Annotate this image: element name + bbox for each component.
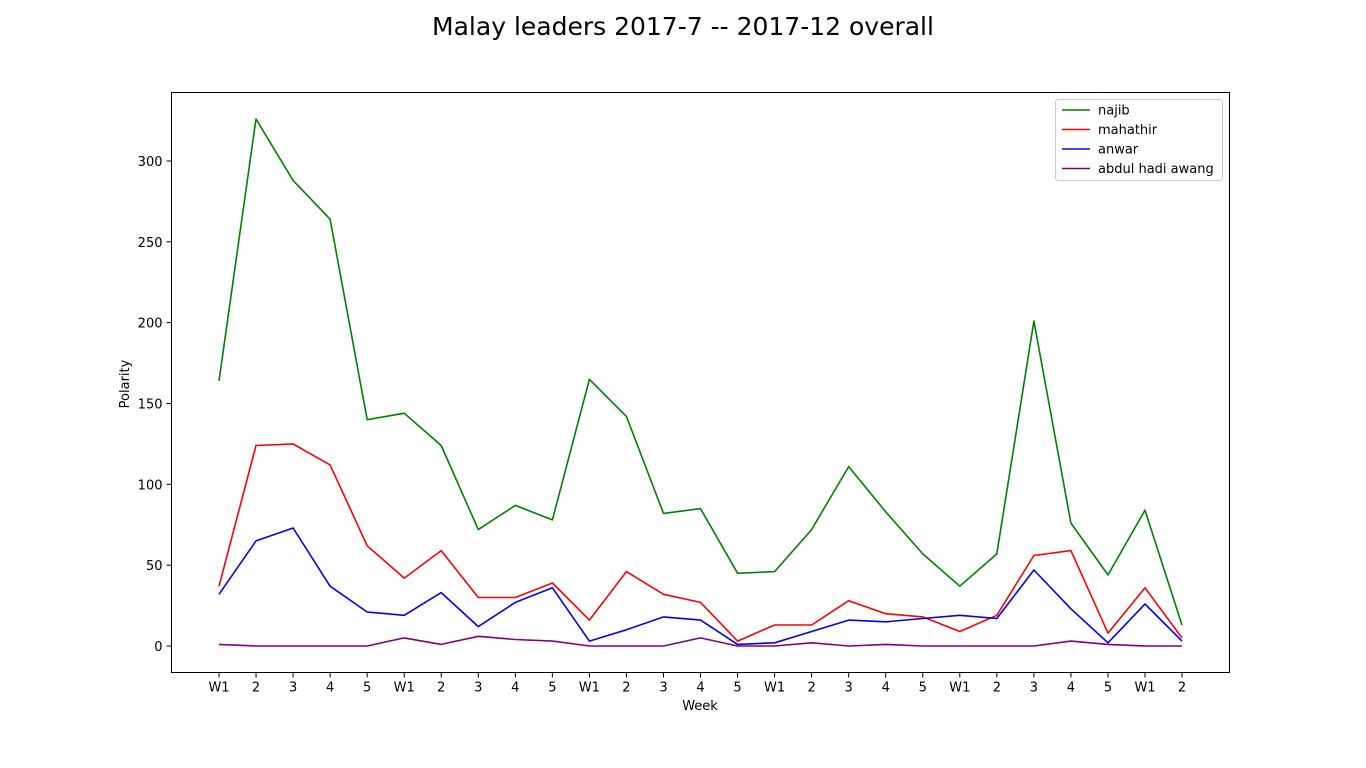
x-tick-label: W1 [764, 681, 785, 696]
x-tick-label: 5 [363, 681, 371, 696]
series-lines [218, 118, 1183, 647]
x-tick-label: 2 [807, 681, 815, 696]
y-tick-label: 0 [154, 640, 162, 655]
legend-label: najib [1098, 104, 1130, 119]
y-tick-label: 100 [138, 478, 163, 493]
x-tick-label: 3 [474, 681, 482, 696]
x-tick-label: 3 [845, 681, 853, 696]
x-tick-label: 4 [882, 681, 890, 696]
y-tick-label: 250 [138, 236, 163, 251]
x-tick-label: W1 [208, 681, 229, 696]
x-tick-label: 2 [252, 681, 260, 696]
x-tick-label: W1 [949, 681, 970, 696]
legend-label: mahathir [1098, 123, 1158, 138]
x-tick-label: 2 [437, 681, 445, 696]
x-tick-label: 4 [511, 681, 519, 696]
x-tick-label: 4 [326, 681, 334, 696]
y-axis: 0 50 100 150 200 250 300 [138, 155, 172, 655]
x-tick-label: 4 [696, 681, 704, 696]
x-tick-label: 3 [289, 681, 297, 696]
x-axis-label: Week [682, 699, 718, 714]
x-tick-label: 2 [622, 681, 630, 696]
series-line-abdul-hadi-awang [218, 635, 1182, 647]
x-tick-label: W1 [579, 681, 600, 696]
x-tick-label: 2 [1178, 681, 1186, 696]
series-line-anwar [218, 527, 1183, 646]
legend: najib mahathir anwar abdul hadi awang [1055, 99, 1223, 181]
x-tick-label: 5 [733, 681, 741, 696]
x-tick-label: 3 [659, 681, 667, 696]
x-tick-label: 5 [919, 681, 927, 696]
y-tick-label: 200 [138, 317, 163, 332]
series-line-najib [218, 118, 1183, 626]
series-line-mahathir [218, 443, 1183, 642]
y-tick-label: 300 [138, 155, 163, 170]
legend-box [1055, 99, 1223, 181]
x-tick-label: 2 [993, 681, 1001, 696]
x-tick-label: W1 [1134, 681, 1155, 696]
x-tick-label: 3 [1030, 681, 1038, 696]
x-tick-label: 5 [548, 681, 556, 696]
chart-title: Malay leaders 2017-7 -- 2017-12 overall [432, 12, 934, 41]
legend-label: anwar [1098, 143, 1139, 158]
x-axis: W1 2 3 4 5 W1 2 3 4 5 W1 2 3 4 5 W1 2 3 4 5 W1 2 3 4 5 W1 2 [208, 672, 1186, 696]
y-axis-label: Polarity [118, 359, 133, 408]
x-tick-label: W1 [394, 681, 415, 696]
x-tick-label: 4 [1067, 681, 1075, 696]
y-tick-label: 50 [146, 559, 163, 574]
y-tick-label: 150 [138, 398, 163, 413]
x-tick-label: 5 [1104, 681, 1112, 696]
legend-label: abdul hadi awang [1098, 162, 1214, 177]
